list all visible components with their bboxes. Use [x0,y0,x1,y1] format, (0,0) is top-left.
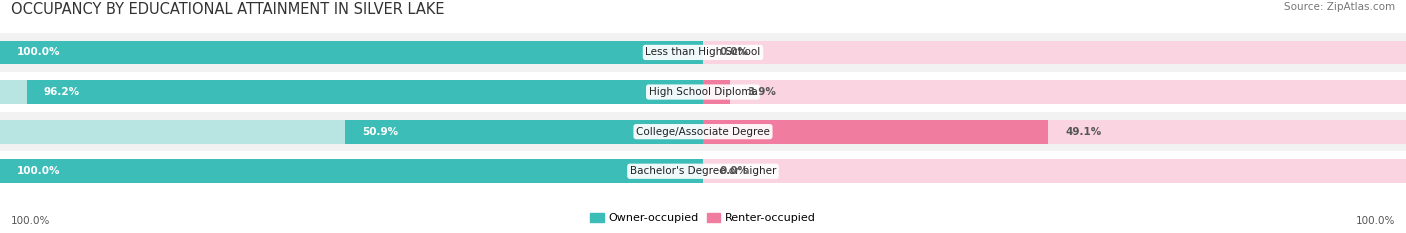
Text: 50.9%: 50.9% [363,127,398,137]
Legend: Owner-occupied, Renter-occupied: Owner-occupied, Renter-occupied [586,208,820,227]
Text: Source: ZipAtlas.com: Source: ZipAtlas.com [1284,2,1395,12]
Bar [0,41,703,64]
Bar [703,120,1049,144]
Text: 100.0%: 100.0% [17,48,60,57]
Bar [703,80,1406,104]
Bar [703,80,731,104]
Bar [346,120,703,144]
Text: Bachelor's Degree or higher: Bachelor's Degree or higher [630,166,776,176]
Bar [0,120,703,144]
FancyBboxPatch shape [0,72,1406,112]
Text: High School Diploma: High School Diploma [648,87,758,97]
Bar [27,80,703,104]
Bar [0,80,703,104]
Text: Less than High School: Less than High School [645,48,761,57]
Text: OCCUPANCY BY EDUCATIONAL ATTAINMENT IN SILVER LAKE: OCCUPANCY BY EDUCATIONAL ATTAINMENT IN S… [11,2,444,17]
FancyBboxPatch shape [0,151,1406,191]
Text: 100.0%: 100.0% [17,166,60,176]
Text: 0.0%: 0.0% [720,48,749,57]
Text: College/Associate Degree: College/Associate Degree [636,127,770,137]
Text: 0.0%: 0.0% [720,166,749,176]
Text: 96.2%: 96.2% [44,87,80,97]
Text: 49.1%: 49.1% [1066,127,1101,137]
FancyBboxPatch shape [0,33,1406,72]
Bar [703,159,1406,183]
Text: 100.0%: 100.0% [11,216,51,226]
Bar [0,41,703,64]
FancyBboxPatch shape [0,112,1406,151]
Text: 3.9%: 3.9% [748,87,776,97]
Bar [0,159,703,183]
Text: 100.0%: 100.0% [1355,216,1395,226]
Bar [703,120,1406,144]
Bar [703,41,1406,64]
Bar [0,159,703,183]
